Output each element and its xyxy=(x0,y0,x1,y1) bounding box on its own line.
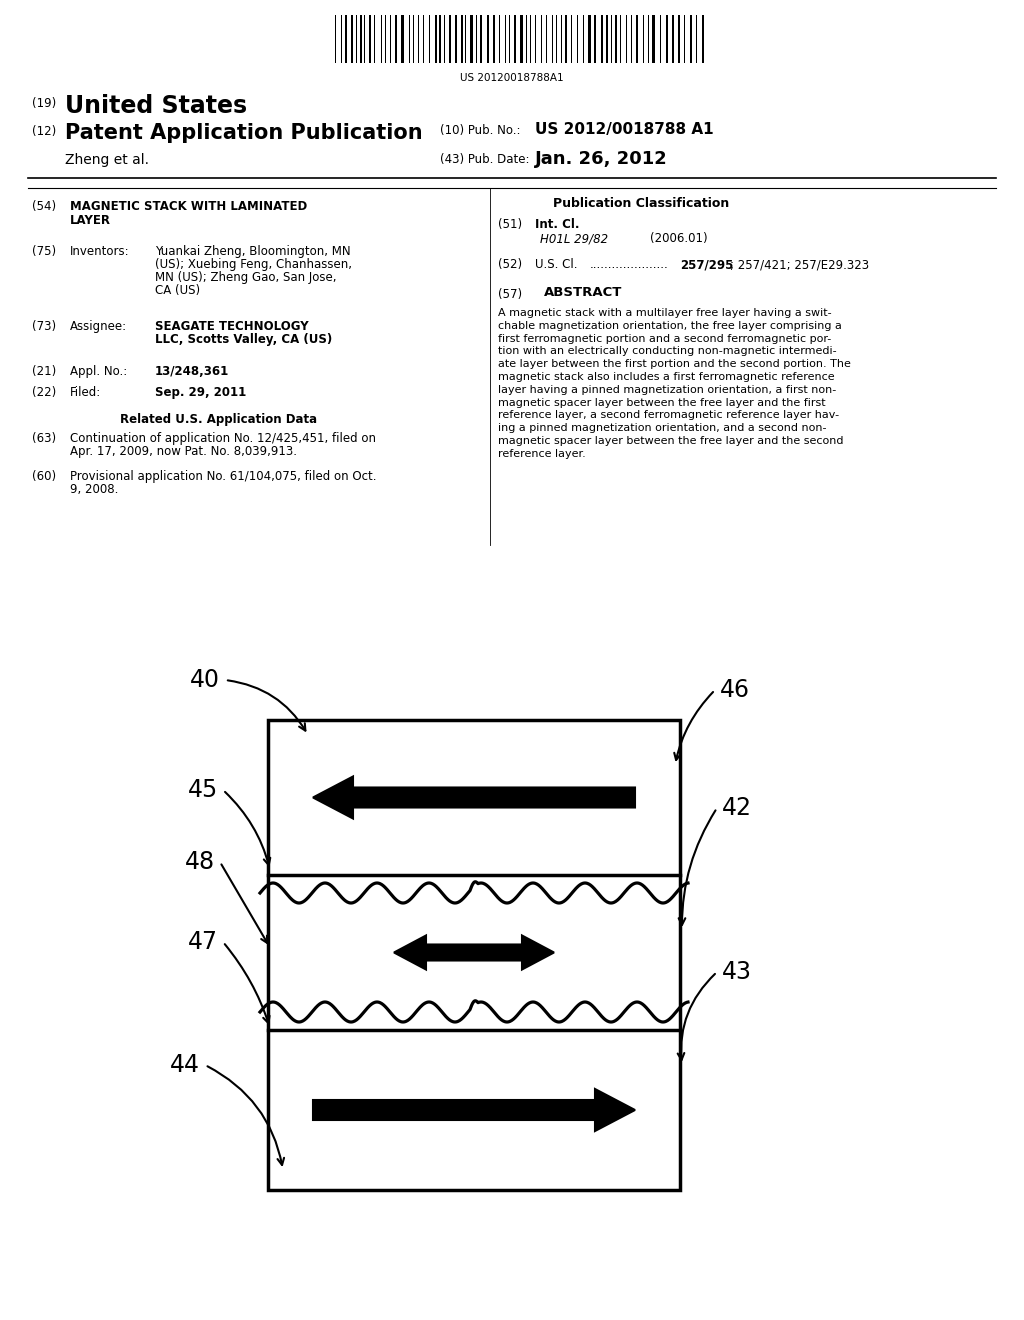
Text: US 20120018788A1: US 20120018788A1 xyxy=(460,73,564,83)
Text: 257/295: 257/295 xyxy=(680,257,733,271)
Bar xyxy=(461,15,463,63)
Text: (10) Pub. No.:: (10) Pub. No.: xyxy=(440,124,520,137)
Bar xyxy=(636,15,638,63)
Bar xyxy=(678,15,680,63)
Text: (75): (75) xyxy=(32,246,56,257)
Bar xyxy=(606,15,607,63)
Bar xyxy=(268,719,680,1191)
Bar xyxy=(594,15,596,63)
Bar xyxy=(583,15,585,63)
Bar xyxy=(701,15,703,63)
Text: 43: 43 xyxy=(722,960,752,983)
Polygon shape xyxy=(313,776,635,818)
Text: (21): (21) xyxy=(32,366,56,378)
Bar xyxy=(487,15,489,63)
Text: Related U.S. Application Data: Related U.S. Application Data xyxy=(120,413,317,426)
Text: LAYER: LAYER xyxy=(70,214,111,227)
Text: Appl. No.:: Appl. No.: xyxy=(70,366,127,378)
Text: ; 257/421; 257/E29.323: ; 257/421; 257/E29.323 xyxy=(730,257,869,271)
Text: MAGNETIC STACK WITH LAMINATED: MAGNETIC STACK WITH LAMINATED xyxy=(70,201,307,213)
Text: (51): (51) xyxy=(498,218,522,231)
Polygon shape xyxy=(394,936,554,969)
Text: (43) Pub. Date:: (43) Pub. Date: xyxy=(440,153,529,166)
Bar xyxy=(588,15,591,63)
Bar xyxy=(470,15,473,63)
Text: (54): (54) xyxy=(32,201,56,213)
Text: ABSTRACT: ABSTRACT xyxy=(544,286,623,300)
Text: US 2012/0018788 A1: US 2012/0018788 A1 xyxy=(535,121,714,137)
Text: Zheng et al.: Zheng et al. xyxy=(65,153,150,168)
Text: 44: 44 xyxy=(170,1053,200,1077)
Polygon shape xyxy=(313,1089,635,1131)
Text: MN (US); Zheng Gao, San Jose,: MN (US); Zheng Gao, San Jose, xyxy=(155,271,337,284)
Text: (2006.01): (2006.01) xyxy=(650,232,708,246)
Text: Yuankai Zheng, Bloomington, MN: Yuankai Zheng, Bloomington, MN xyxy=(155,246,350,257)
Text: (22): (22) xyxy=(32,385,56,399)
Bar xyxy=(626,15,628,63)
Text: Provisional application No. 61/104,075, filed on Oct.: Provisional application No. 61/104,075, … xyxy=(70,470,377,483)
Text: Jan. 26, 2012: Jan. 26, 2012 xyxy=(535,150,668,168)
Bar xyxy=(601,15,602,63)
Bar xyxy=(561,15,562,63)
Bar xyxy=(615,15,616,63)
Bar xyxy=(666,15,669,63)
Text: A magnetic stack with a multilayer free layer having a swit-
chable magnetizatio: A magnetic stack with a multilayer free … xyxy=(498,308,851,459)
Text: (US); Xuebing Feng, Chanhassen,: (US); Xuebing Feng, Chanhassen, xyxy=(155,257,352,271)
Bar xyxy=(494,15,496,63)
Bar xyxy=(652,15,654,63)
Text: (63): (63) xyxy=(32,432,56,445)
Text: Int. Cl.: Int. Cl. xyxy=(535,218,580,231)
Text: Sep. 29, 2011: Sep. 29, 2011 xyxy=(155,385,246,399)
Text: 13/248,361: 13/248,361 xyxy=(155,366,229,378)
Text: H01L 29/82: H01L 29/82 xyxy=(540,232,608,246)
Text: 46: 46 xyxy=(720,678,750,702)
Text: (19): (19) xyxy=(32,96,56,110)
Text: Publication Classification: Publication Classification xyxy=(553,197,729,210)
Text: 40: 40 xyxy=(190,668,220,692)
Text: United States: United States xyxy=(65,94,247,117)
Bar xyxy=(395,15,396,63)
Text: Filed:: Filed: xyxy=(70,385,101,399)
Text: LLC, Scotts Valley, CA (US): LLC, Scotts Valley, CA (US) xyxy=(155,333,332,346)
Bar xyxy=(345,15,347,63)
Text: (60): (60) xyxy=(32,470,56,483)
Bar xyxy=(689,15,691,63)
Text: U.S. Cl.: U.S. Cl. xyxy=(535,257,578,271)
Bar xyxy=(439,15,441,63)
Text: (57): (57) xyxy=(498,288,522,301)
Text: SEAGATE TECHNOLOGY: SEAGATE TECHNOLOGY xyxy=(155,319,308,333)
Bar xyxy=(520,15,522,63)
Text: Patent Application Publication: Patent Application Publication xyxy=(65,123,423,143)
Bar xyxy=(370,15,371,63)
Text: Continuation of application No. 12/425,451, filed on: Continuation of application No. 12/425,4… xyxy=(70,432,376,445)
Bar xyxy=(643,15,644,63)
Text: (52): (52) xyxy=(498,257,522,271)
Text: 47: 47 xyxy=(188,931,218,954)
Bar xyxy=(434,15,436,63)
Bar xyxy=(541,15,543,63)
Text: 45: 45 xyxy=(187,777,218,803)
Text: .....................: ..................... xyxy=(590,257,669,271)
Text: Apr. 17, 2009, now Pat. No. 8,039,913.: Apr. 17, 2009, now Pat. No. 8,039,913. xyxy=(70,445,297,458)
Text: CA (US): CA (US) xyxy=(155,284,200,297)
Text: Assignee:: Assignee: xyxy=(70,319,127,333)
Text: (73): (73) xyxy=(32,319,56,333)
Bar xyxy=(351,15,353,63)
Text: (12): (12) xyxy=(32,125,56,139)
Bar xyxy=(360,15,361,63)
Text: Inventors:: Inventors: xyxy=(70,246,130,257)
Bar xyxy=(479,15,482,63)
Bar xyxy=(455,15,457,63)
Text: 48: 48 xyxy=(185,850,215,874)
Bar xyxy=(565,15,566,63)
Text: 9, 2008.: 9, 2008. xyxy=(70,483,119,496)
Bar xyxy=(684,15,685,63)
Bar xyxy=(449,15,451,63)
Bar xyxy=(673,15,674,63)
Text: 42: 42 xyxy=(722,796,752,820)
Bar xyxy=(514,15,516,63)
Bar xyxy=(401,15,404,63)
